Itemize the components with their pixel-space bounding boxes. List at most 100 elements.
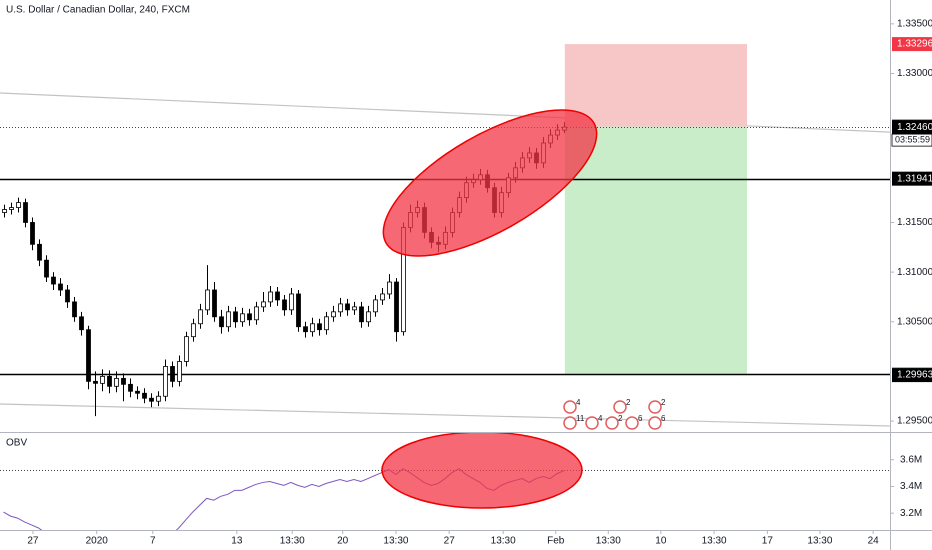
candle-body xyxy=(142,392,147,399)
y-tick-label: 1.31500 xyxy=(897,217,932,228)
candle-body xyxy=(205,289,210,311)
candle-body xyxy=(135,390,140,394)
event-icon xyxy=(563,416,577,430)
candle-body xyxy=(58,283,63,291)
target-zone xyxy=(564,126,748,375)
candle-body xyxy=(387,281,392,295)
y-tick-label: 1.33500 xyxy=(897,18,932,29)
candle-body xyxy=(212,289,217,318)
obv-y-tick-label: 3.2M xyxy=(900,508,922,519)
candle-body xyxy=(261,301,266,308)
candle-body xyxy=(37,243,42,261)
x-tick-label: 17 xyxy=(762,536,774,547)
event-count: 6 xyxy=(638,414,643,423)
candle-body xyxy=(373,299,378,313)
candle-body xyxy=(366,311,371,323)
candle-body xyxy=(268,291,273,303)
y-tick-label: 1.30500 xyxy=(897,316,932,327)
event-count: 2 xyxy=(626,398,631,407)
event-icon xyxy=(648,400,662,414)
x-tick-label: 27 xyxy=(27,536,39,547)
candle-body xyxy=(275,291,280,301)
event-icon xyxy=(563,400,577,414)
x-tick-label: Feb xyxy=(547,536,565,547)
x-tick-label: 13 xyxy=(231,536,243,547)
x-tick-label: 13:30 xyxy=(383,536,408,547)
candle-body xyxy=(338,303,343,313)
price-label-box xyxy=(892,120,932,135)
x-tick-label: 10 xyxy=(655,536,667,547)
candle-body xyxy=(317,323,322,331)
candle-body xyxy=(16,202,21,208)
trend-line xyxy=(0,92,890,133)
candle-body xyxy=(177,361,182,382)
event-icon xyxy=(625,416,639,430)
chart-title: U.S. Dollar / Canadian Dollar, 240, FXCM xyxy=(6,5,190,16)
x-tick-label: 13:30 xyxy=(596,536,621,547)
candle-body xyxy=(121,377,126,385)
candle-body xyxy=(51,276,56,285)
candle-body xyxy=(184,336,189,362)
obv-label: OBV xyxy=(6,438,27,449)
candle-body xyxy=(359,306,364,323)
candle-body xyxy=(296,293,301,328)
countdown: 03:55:59 xyxy=(895,134,930,144)
price-label: 1.29963 xyxy=(897,370,932,381)
x-tick-label: 20 xyxy=(337,536,349,547)
x-tick-label: 24 xyxy=(868,536,880,547)
x-tick-label: 13:30 xyxy=(280,536,305,547)
candle-body xyxy=(2,209,7,213)
candle-body xyxy=(219,316,224,328)
candle-body xyxy=(163,366,168,397)
event-count: 6 xyxy=(661,414,666,423)
candle-body xyxy=(233,311,238,323)
candle-body xyxy=(72,301,77,318)
candle-body xyxy=(65,289,70,303)
trend-line xyxy=(0,403,890,427)
event-count: 2 xyxy=(661,398,666,407)
candle-body xyxy=(149,397,154,402)
x-tick-label: 13:30 xyxy=(702,536,727,547)
candle-body xyxy=(100,375,105,384)
price-label-box xyxy=(892,37,932,52)
candle-body xyxy=(310,323,315,333)
candle-body xyxy=(44,259,49,278)
price-pane: 4 2 211 4 2 6 6 xyxy=(0,44,890,430)
candle-body xyxy=(254,306,259,321)
y-tick-label: 1.31000 xyxy=(897,267,932,278)
candle-body xyxy=(345,303,350,311)
candle-body xyxy=(23,202,28,223)
x-tick-label: 7 xyxy=(150,536,156,547)
event-icon xyxy=(605,416,619,430)
candle-body xyxy=(86,329,91,382)
candle-body xyxy=(226,311,231,328)
candle-body xyxy=(156,395,161,402)
obv-pane xyxy=(0,433,890,530)
y-tick-label: 1.33000 xyxy=(897,68,932,79)
candle-body xyxy=(282,299,287,311)
x-tick-label: 13:30 xyxy=(491,536,516,547)
candle-body xyxy=(289,293,294,311)
x-tick-label: 27 xyxy=(444,536,456,547)
stop-zone xyxy=(564,44,748,127)
candle-body xyxy=(198,309,203,325)
candle-body xyxy=(394,281,399,333)
candle-body xyxy=(191,323,196,338)
x-tick-label: 13:30 xyxy=(807,536,832,547)
price-label-box xyxy=(892,171,932,186)
candle-body xyxy=(380,293,385,301)
candle-body xyxy=(79,316,84,331)
candle-body xyxy=(331,311,336,318)
event-count: 2 xyxy=(618,414,623,423)
candle-body xyxy=(93,380,98,384)
event-icon xyxy=(613,400,627,414)
obv-y-tick-label: 3.4M xyxy=(900,481,922,492)
price-label: 1.32460 xyxy=(897,122,932,133)
event-icon xyxy=(585,416,599,430)
candle-body xyxy=(9,207,14,210)
candle-body xyxy=(247,313,252,321)
countdown-box xyxy=(891,133,932,147)
candle-body xyxy=(352,306,357,311)
y-tick-label: 1.29500 xyxy=(897,416,932,427)
highlight-ellipse xyxy=(381,433,583,509)
